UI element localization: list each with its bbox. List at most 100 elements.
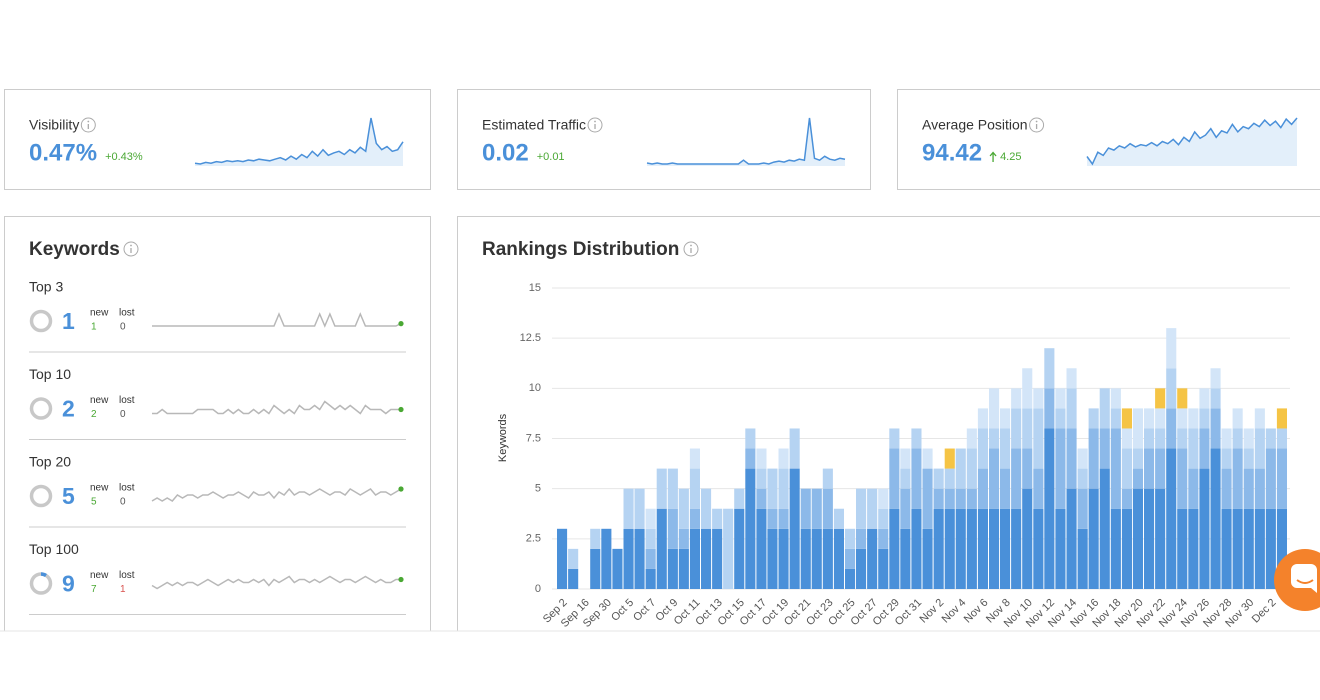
bar-segment (1132, 488, 1143, 589)
bar-segment (1232, 408, 1243, 429)
bar-segment (1000, 408, 1011, 429)
bar-segment (612, 548, 623, 589)
bar-segment (1132, 448, 1143, 469)
bar-segment (1276, 508, 1287, 589)
bar-segment (1177, 508, 1188, 589)
bar-segment (1022, 368, 1033, 409)
bar-segment (1188, 408, 1199, 429)
bar-segment (789, 468, 800, 589)
bar-segment (557, 528, 568, 589)
bar-segment (955, 488, 966, 509)
card-change: +0.43% (105, 151, 143, 163)
bar-segment (656, 468, 667, 509)
bar-segment (756, 508, 767, 589)
bar-segment (1044, 428, 1055, 589)
bar-segment (989, 428, 1000, 449)
bar-segment (800, 488, 811, 529)
bar-segment (933, 468, 944, 489)
sparkline (151, 575, 401, 590)
bar-segment (734, 488, 745, 509)
bar-segment (1077, 528, 1088, 589)
bar-segment (1055, 428, 1066, 509)
bar-segment (1254, 408, 1265, 429)
bar-segment (667, 548, 678, 589)
bar-segment (1088, 408, 1099, 429)
bar-segment (966, 488, 977, 509)
bar-segment (590, 528, 601, 549)
up-arrow (989, 151, 997, 162)
bar-segment (1000, 468, 1011, 509)
bar-segment (867, 528, 878, 589)
bar-segment (1088, 488, 1099, 589)
new-label: new (90, 483, 109, 494)
card-value: 0.47% (29, 139, 97, 166)
bar-segment (723, 508, 734, 589)
lost-count: 1 (120, 584, 126, 595)
bar-segment (601, 528, 612, 589)
card-value: 0.02 (482, 139, 529, 166)
bar-segment (1188, 428, 1199, 469)
bar-segment (955, 448, 966, 489)
bar-segment (1232, 448, 1243, 509)
bar-segment (944, 468, 955, 489)
bar-segment (1177, 428, 1188, 449)
info-icon (80, 117, 96, 133)
info-icon (587, 117, 603, 133)
bar-segment (878, 508, 889, 529)
bar-segment (767, 508, 778, 529)
bar-segment (667, 508, 678, 549)
panel-title: Rankings Distribution (482, 239, 679, 260)
bar-segment (911, 448, 922, 509)
y-axis-label: Keywords (497, 413, 509, 462)
bar-segment (1077, 468, 1088, 489)
bar-segment (1055, 388, 1066, 409)
bar-segment (933, 508, 944, 589)
ring (29, 397, 53, 420)
bar-segment (667, 468, 678, 509)
card-change: 4.25 (1000, 151, 1021, 163)
sparkline (152, 400, 401, 415)
bar-segment (1221, 468, 1232, 509)
bar-segment (568, 568, 579, 589)
chat-smile (1296, 579, 1314, 584)
bar-segment (689, 448, 700, 469)
bar-segment (767, 528, 778, 589)
end-dot (398, 321, 404, 327)
sparkline-area (647, 118, 845, 166)
card-change: +0.01 (537, 151, 565, 163)
bar-segment (778, 508, 789, 529)
bar-segment (822, 468, 833, 489)
bar-segment (1177, 408, 1188, 429)
card-label: Average Position (922, 117, 1028, 133)
bar-segment (734, 508, 745, 589)
bar-segment (1044, 348, 1055, 389)
y-tick-label: 15 (529, 282, 541, 294)
bar-segment (1011, 408, 1022, 449)
bar-segment (1276, 408, 1287, 429)
bar-segment (966, 448, 977, 489)
bar-segment (1155, 488, 1166, 589)
bar-segment (1221, 428, 1232, 449)
bar-segment (712, 508, 723, 529)
bar-segment (1099, 468, 1110, 589)
bar-segment (1033, 408, 1044, 469)
bar-segment (922, 528, 933, 589)
sparkline (194, 117, 404, 165)
card-value: 94.42 (922, 139, 982, 166)
row-count: 2 (62, 396, 75, 422)
bar-segment (634, 528, 645, 589)
bar-segment (1188, 468, 1199, 509)
bar-segment (822, 488, 833, 529)
bar-segment (1221, 508, 1232, 589)
bar-segment (701, 488, 712, 529)
bar-segment (1121, 488, 1132, 509)
new-count: 1 (91, 322, 97, 333)
bar-segment (1022, 408, 1033, 449)
bar-segment (1110, 408, 1121, 429)
bar-segment (1166, 448, 1177, 589)
bar-segment (989, 448, 1000, 509)
bar-segment (911, 508, 922, 589)
bar-segment (645, 568, 656, 589)
panel-title: Keywords (29, 239, 120, 260)
bar-segment (811, 488, 822, 529)
